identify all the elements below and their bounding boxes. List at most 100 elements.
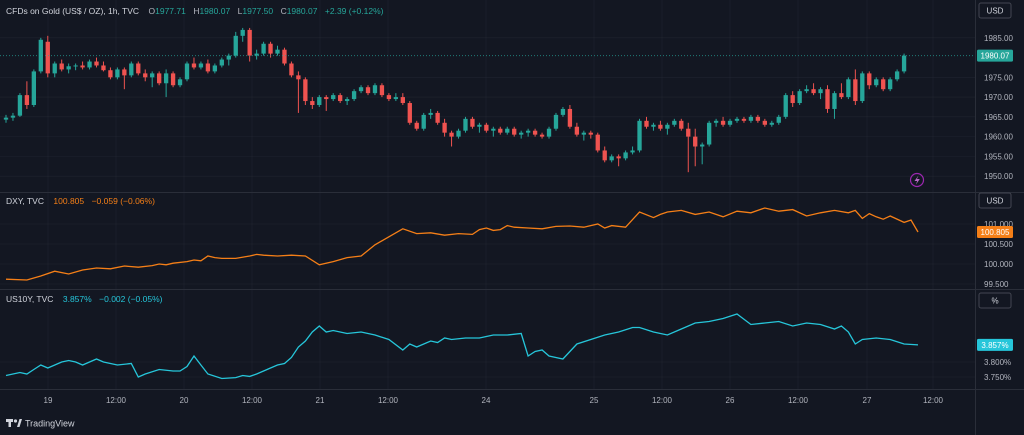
grid [0,0,975,389]
candle [282,47,287,66]
candle [442,118,447,137]
candle [539,132,545,139]
candle-body [651,124,656,127]
candle [853,69,858,105]
candle [804,85,809,94]
candle-body [351,91,357,100]
candle [741,116,747,123]
candle-body [108,70,113,78]
candle [818,87,823,100]
us10y-price-axis[interactable]: 3.800% 3.750% [984,358,1011,382]
candle-body [386,95,392,100]
candle [595,132,600,153]
candle-body [658,124,663,129]
time-axis-label: 20 [180,396,189,405]
candle-body [338,95,343,102]
candle-body [901,55,907,72]
candle [790,91,795,107]
candle-body [539,134,545,137]
dxy-price-axis[interactable]: 101.000 100.500 100.000 99.500 [984,220,1013,289]
candle-body [762,120,767,125]
candle [38,37,43,74]
candle [136,61,141,76]
candle-body [755,116,761,121]
lightning-icon[interactable] [909,172,925,188]
candle [616,154,621,167]
candle [498,126,503,135]
candle-body [456,130,461,137]
gold-low-value: 1977.50 [242,6,273,16]
candle [317,95,322,107]
candle-body [73,65,78,67]
gold-close-value: 1980.07 [287,6,318,16]
candle-body [811,89,816,94]
dxy-change: −0.059 (−0.06%) [92,196,155,206]
tradingview-logo[interactable]: TradingView [6,419,75,429]
candle [748,114,754,123]
candle-body [860,73,865,102]
candle [832,91,837,119]
candle [512,126,517,137]
candle-body [846,79,851,98]
candle-body [365,87,371,94]
candle-body [741,118,747,121]
candle [59,59,64,72]
candle-body [233,35,238,56]
candle-body [191,63,197,68]
dxy-series-line [5,207,919,281]
candle [414,120,419,131]
candle-body [630,150,635,153]
candle [560,106,566,117]
candle-body [894,71,900,80]
time-axis-label: 12:00 [106,396,127,405]
candle [212,63,218,74]
us10y-value: 3.857% [63,294,92,304]
time-axis-label: 19 [44,396,53,405]
candle [755,114,761,123]
dxy-value: 100.805 [53,196,84,206]
gold-close-label: C [281,6,287,16]
candle-body [665,124,670,129]
gold-axis-currency-button[interactable]: USD [978,2,1012,19]
us10y-price-tag-label: 3.857% [981,341,1008,350]
candle-body [553,114,559,129]
candle [219,57,224,68]
candle [80,61,85,70]
us10y-axis-unit-button[interactable]: % [978,292,1012,309]
candle [776,114,781,125]
us10y-legend: US10Y, TVC 3.857% −0.002 (−0.05%) [6,289,163,306]
candle [372,83,378,96]
candle [365,85,371,96]
gold-candles [3,27,907,173]
gold-tick-label: 1975.00 [984,73,1013,82]
candle-body [177,79,183,86]
candle-body [832,93,837,109]
candle [170,71,176,88]
gold-open-value: 1977.71 [155,6,186,16]
gold-price-axis[interactable]: 1985.00 1975.00 1970.00 1965.00 1960.00 1955.… [984,34,1013,181]
candle-body [3,117,9,120]
dxy-axis-currency-button[interactable]: USD [978,192,1012,209]
gold-price-tag-label: 1980.07 [981,52,1010,61]
candle [706,120,712,147]
candle-body [324,97,329,100]
candle-body [379,85,385,96]
candle [428,108,433,119]
candle-body [344,99,350,102]
time-axis-label: 12:00 [378,396,399,405]
candle [588,130,593,139]
candle [783,93,788,119]
time-axis[interactable]: 19 12:00 20 12:00 21 12:00 24 25 12:00 26 12:00 27 1… [44,396,944,405]
candle [769,120,774,127]
candle-body [449,132,454,137]
candle-body [219,59,224,66]
candle [400,93,405,105]
candle-body [421,114,426,129]
candle-body [163,73,169,84]
candle-body [205,63,211,72]
candle-body [170,73,176,86]
dxy-legend: DXY, TVC 100.805 −0.059 (−0.06%) [6,191,155,208]
candle [3,114,9,123]
candle-body [59,63,64,70]
